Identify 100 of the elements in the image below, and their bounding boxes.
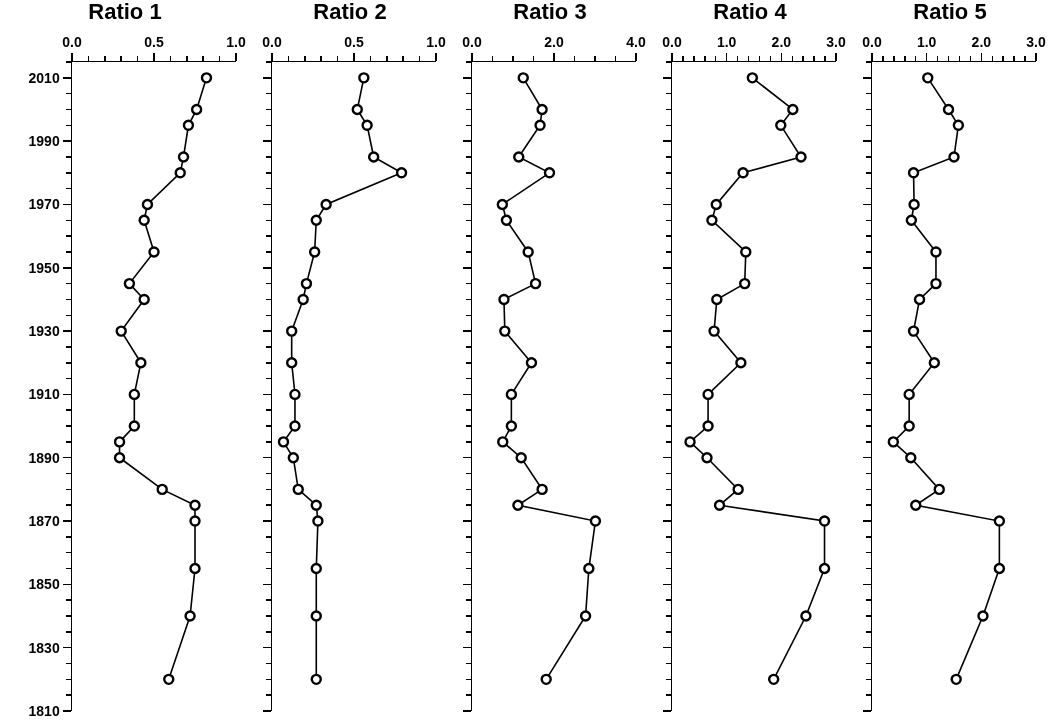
x-tick-label: 2.0 [544,33,564,50]
point [739,277,751,290]
x-tick-label: 3.0 [1026,33,1046,50]
x-tick-label: 3.0 [826,33,846,50]
point [913,293,926,306]
point [950,673,962,686]
point [517,72,529,84]
point [907,167,920,179]
point [905,452,917,464]
point [903,420,915,432]
point [708,325,720,337]
point [907,325,920,337]
chart-title: Ratio 3 [513,0,587,25]
point [701,452,713,464]
point [320,198,332,211]
point [930,277,942,290]
point [310,610,322,622]
point [933,483,945,496]
point [706,214,718,226]
point [310,214,322,226]
point [713,499,726,511]
chart-title: Ratio 1 [88,0,162,25]
point [351,103,363,116]
point [310,673,322,686]
y-tick-label: 1930 [28,323,60,339]
x-tick-label: 0.0 [662,33,682,50]
point [522,246,534,258]
x-tick-label: 2.0 [971,33,992,50]
point [505,388,518,401]
x-tick-label: 0.0 [262,33,282,50]
point [711,293,723,306]
point [993,515,1006,527]
y-tick-label: 1990 [28,133,60,150]
point [787,103,799,116]
y-tick-label: 2010 [28,69,60,86]
point [300,277,313,290]
point [732,483,744,496]
point [579,610,592,622]
point [525,357,538,369]
point [498,293,510,306]
point [310,562,322,575]
point [285,357,298,369]
point [702,388,714,401]
point [800,610,812,622]
point [367,151,380,163]
point [589,515,602,527]
point [289,388,301,401]
point [536,483,548,496]
y-tick-label: 1970 [28,196,60,213]
point [993,562,1006,575]
point [513,151,525,163]
point [737,167,749,179]
y-tick-label: 1890 [28,449,60,466]
point [702,420,714,432]
point [922,72,934,84]
point [308,246,321,258]
point [358,72,370,84]
y-tick-label: 1910 [28,386,60,403]
point [746,72,759,84]
point [497,436,509,448]
point [887,436,900,448]
point [910,499,922,511]
point [312,515,324,527]
y-tick-label: 1870 [28,512,60,529]
point [740,246,752,258]
x-tick-label: 1.0 [226,33,246,50]
chart-title: Ratio 5 [913,0,987,25]
x-tick-label: 2.0 [771,33,792,50]
point [540,673,552,686]
point [583,562,595,575]
point [735,357,747,369]
point [952,119,965,132]
x-tick-label: 0.0 [862,33,882,50]
point [767,673,780,686]
point [512,499,524,511]
chart-title: Ratio 2 [313,0,387,25]
point [928,357,941,369]
point [310,499,322,511]
point [534,119,546,132]
point [775,119,787,132]
chart-title: Ratio 4 [713,0,788,25]
y-tick-label: 1830 [28,639,60,656]
x-tick-label: 0.5 [144,33,164,50]
point [905,214,918,226]
point [536,103,548,116]
point [908,198,920,211]
point [361,119,373,132]
x-tick-label: 0.0 [462,33,482,50]
point [684,436,696,448]
point [277,436,290,448]
x-tick-label: 4.0 [626,33,646,50]
point [289,420,301,432]
point [942,103,955,116]
point [930,246,942,258]
point [795,151,807,163]
point [292,483,304,496]
point [977,610,989,622]
point [287,452,300,464]
x-tick-label: 1.0 [426,33,446,50]
point [500,214,513,226]
